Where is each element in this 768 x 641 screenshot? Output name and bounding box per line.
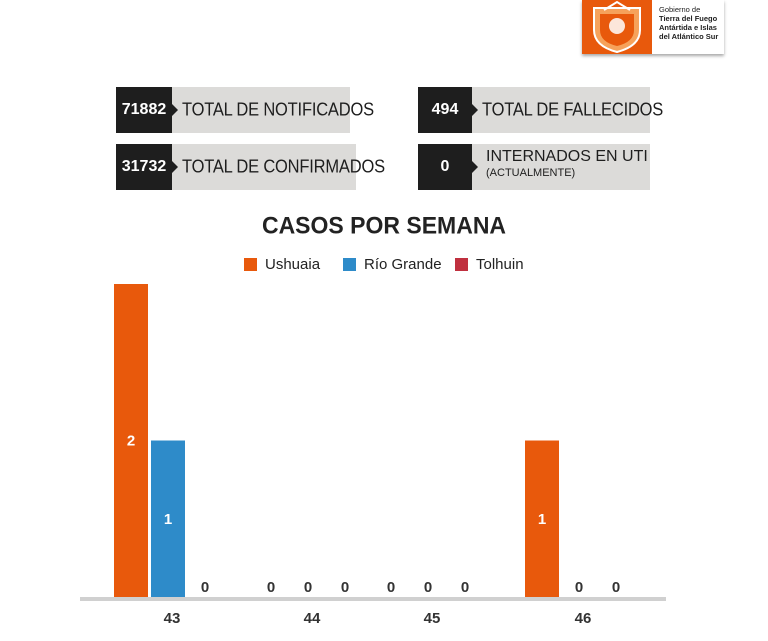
bar-ushuaia-week-43 xyxy=(114,284,148,597)
legend-item-ushuaia: Ushuaia xyxy=(244,256,320,273)
stat-notificados-value: 71882 xyxy=(116,87,172,133)
data-label-ushuaia-week-43: 2 xyxy=(127,433,135,450)
x-tick-label-43: 43 xyxy=(164,610,181,627)
data-label-rio-grande-week-44: 0 xyxy=(304,579,312,596)
data-label-ushuaia-week-45: 0 xyxy=(387,579,395,596)
stat-confirmados-label: TOTAL DE CONFIRMADOS xyxy=(182,156,385,177)
legend-swatch-tolhuin xyxy=(455,258,468,271)
bar-rio-grande-week-43 xyxy=(151,440,185,597)
stat-uti-label: INTERNADOS EN UTI (ACTUALMENTE) xyxy=(486,148,648,179)
data-label-tolhuin-week-43: 0 xyxy=(201,579,209,596)
data-label-rio-grande-week-43: 1 xyxy=(164,511,172,528)
stat-fallecidos-label: TOTAL DE FALLECIDOS xyxy=(482,99,664,120)
data-label-ushuaia-week-44: 0 xyxy=(267,579,275,596)
chart-legend: Ushuaia Río Grande Tolhuin xyxy=(0,256,768,276)
legend-item-rio-grande: Río Grande xyxy=(343,256,442,273)
x-tick-label-46: 46 xyxy=(575,610,592,627)
x-tick-label-45: 45 xyxy=(424,610,441,627)
x-tick-label-44: 44 xyxy=(304,610,321,627)
data-label-rio-grande-week-46: 0 xyxy=(575,579,583,596)
x-axis-line xyxy=(80,597,666,601)
stat-fallecidos: 494 TOTAL DE FALLECIDOS xyxy=(418,87,663,133)
stat-confirmados-value: 31732 xyxy=(116,144,172,190)
stat-confirmados: 31732 TOTAL DE CONFIRMADOS xyxy=(116,144,385,190)
bar-ushuaia-week-46 xyxy=(525,440,559,597)
stat-uti-sublabel: (ACTUALMENTE) xyxy=(486,167,576,179)
government-logo: Gobierno de Tierra del Fuego Antártida e… xyxy=(582,0,724,54)
data-label-rio-grande-week-45: 0 xyxy=(424,579,432,596)
data-label-tolhuin-week-44: 0 xyxy=(341,579,349,596)
legend-swatch-rio-grande xyxy=(343,258,356,271)
stat-uti-value: 0 xyxy=(418,144,472,190)
data-label-ushuaia-week-46: 1 xyxy=(538,511,546,528)
legend-item-tolhuin: Tolhuin xyxy=(455,256,524,273)
shield-emblem-icon xyxy=(582,0,652,54)
stat-notificados-label: TOTAL DE NOTIFICADOS xyxy=(182,99,374,120)
stat-uti: 0 INTERNADOS EN UTI (ACTUALMENTE) xyxy=(418,144,650,190)
data-label-tolhuin-week-46: 0 xyxy=(612,579,620,596)
legend-swatch-ushuaia xyxy=(244,258,257,271)
stat-fallecidos-value: 494 xyxy=(418,87,472,133)
stat-notificados: 71882 TOTAL DE NOTIFICADOS xyxy=(116,87,374,133)
chart-title: CASOS POR SEMANA xyxy=(261,211,507,239)
logo-text: Gobierno de Tierra del Fuego Antártida e… xyxy=(659,5,719,41)
data-label-tolhuin-week-45: 0 xyxy=(461,579,469,596)
